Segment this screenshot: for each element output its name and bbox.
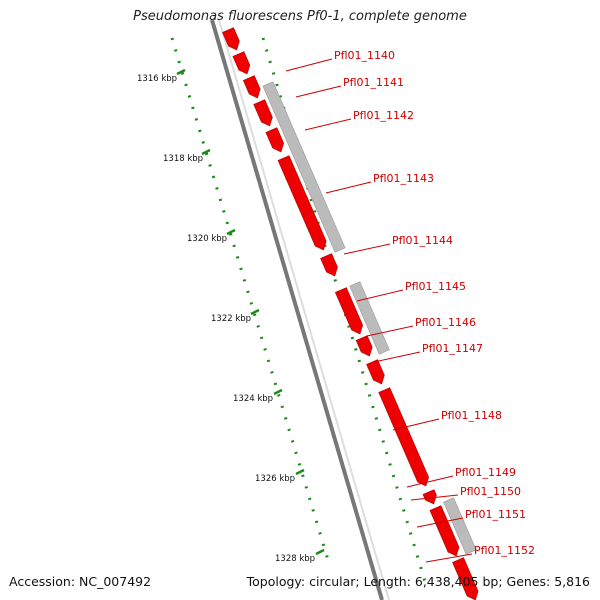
genome-title: Pseudomonas fluorescens Pf0-1, complete … — [133, 9, 467, 24]
gene-arrow[interactable] — [366, 359, 385, 385]
gene-label[interactable]: Pfl01_1151 — [465, 508, 526, 521]
genome-summary-text: Topology: circular; Length: 6,438,405 bp… — [246, 574, 590, 589]
gene-arrow[interactable] — [355, 335, 373, 357]
gene-leader-line — [425, 553, 473, 563]
scale-tick-mark — [201, 148, 211, 156]
scale-tick-mark — [315, 548, 325, 556]
scale-tick-label: 1324 kbp — [233, 394, 273, 404]
scale-tick-mark — [226, 228, 236, 236]
gene-arrow[interactable] — [422, 489, 437, 505]
gene-leader-line — [356, 289, 404, 302]
scale-tick-mark — [176, 68, 186, 76]
gene-label[interactable]: Pfl01_1143 — [373, 172, 434, 185]
scale-tick-label: 1322 kbp — [211, 314, 251, 324]
gene-arrow[interactable] — [232, 51, 251, 75]
gene-arrow[interactable] — [378, 387, 429, 487]
scale-tick-label: 1318 kbp — [163, 154, 203, 164]
feature-block-3 — [443, 497, 477, 555]
gene-leader-line — [410, 494, 459, 501]
gene-label[interactable]: Pfl01_1141 — [343, 76, 404, 89]
accession-text: Accession: NC_007492 — [9, 574, 152, 589]
chromosome-backbone — [210, 19, 384, 600]
gene-arrow[interactable] — [253, 99, 273, 127]
gene-leader-line — [285, 58, 333, 72]
gene-arrow[interactable] — [265, 127, 284, 153]
gene-arrow[interactable] — [277, 155, 327, 251]
gene-arrow[interactable] — [452, 557, 479, 600]
scale-dotted-line — [170, 37, 330, 561]
gene-leader-line — [304, 118, 352, 131]
gene-leader-line — [392, 418, 440, 431]
gene-arrow[interactable] — [429, 505, 460, 557]
gene-label[interactable]: Pfl01_1149 — [455, 466, 516, 479]
scale-tick-label: 1328 kbp — [275, 554, 315, 564]
feature-block-1 — [262, 81, 346, 253]
gene-label[interactable]: Pfl01_1142 — [353, 109, 414, 122]
gene-label[interactable]: Pfl01_1150 — [460, 485, 521, 498]
scale-tick-mark — [295, 468, 305, 476]
gene-leader-line — [416, 517, 464, 528]
gene-label[interactable]: Pfl01_1152 — [474, 544, 535, 557]
gene-label[interactable]: Pfl01_1145 — [405, 280, 466, 293]
gene-leader-line — [343, 243, 391, 255]
gene-leader-line — [325, 181, 372, 194]
gene-label[interactable]: Pfl01_1148 — [441, 409, 502, 422]
gene-arrow[interactable] — [334, 287, 363, 335]
gene-leader-line — [406, 475, 454, 488]
scale-tick-mark — [250, 308, 260, 316]
gene-arrow[interactable] — [320, 253, 338, 277]
gene-arrow[interactable] — [222, 27, 240, 51]
gene-leader-line — [366, 325, 414, 337]
gene-arrow[interactable] — [242, 75, 261, 99]
scale-tick-mark — [273, 388, 283, 396]
gene-leader-line — [295, 85, 342, 98]
gene-label[interactable]: Pfl01_1147 — [422, 342, 483, 355]
gene-leader-line — [373, 351, 421, 363]
gene-label[interactable]: Pfl01_1146 — [415, 316, 476, 329]
scale-tick-label: 1316 kbp — [137, 74, 177, 84]
chromosome-backbone-highlight — [218, 19, 390, 600]
scale-tick-label: 1326 kbp — [255, 474, 295, 484]
scale-tick-label: 1320 kbp — [187, 234, 227, 244]
gene-label[interactable]: Pfl01_1144 — [392, 234, 453, 247]
gene-label[interactable]: Pfl01_1140 — [334, 49, 395, 62]
